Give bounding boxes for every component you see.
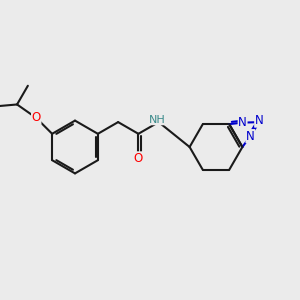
Text: N: N	[238, 116, 247, 129]
Text: O: O	[134, 152, 143, 165]
Text: NH: NH	[149, 115, 166, 125]
Text: N: N	[246, 130, 255, 143]
Text: N: N	[255, 114, 263, 127]
Text: O: O	[32, 111, 41, 124]
